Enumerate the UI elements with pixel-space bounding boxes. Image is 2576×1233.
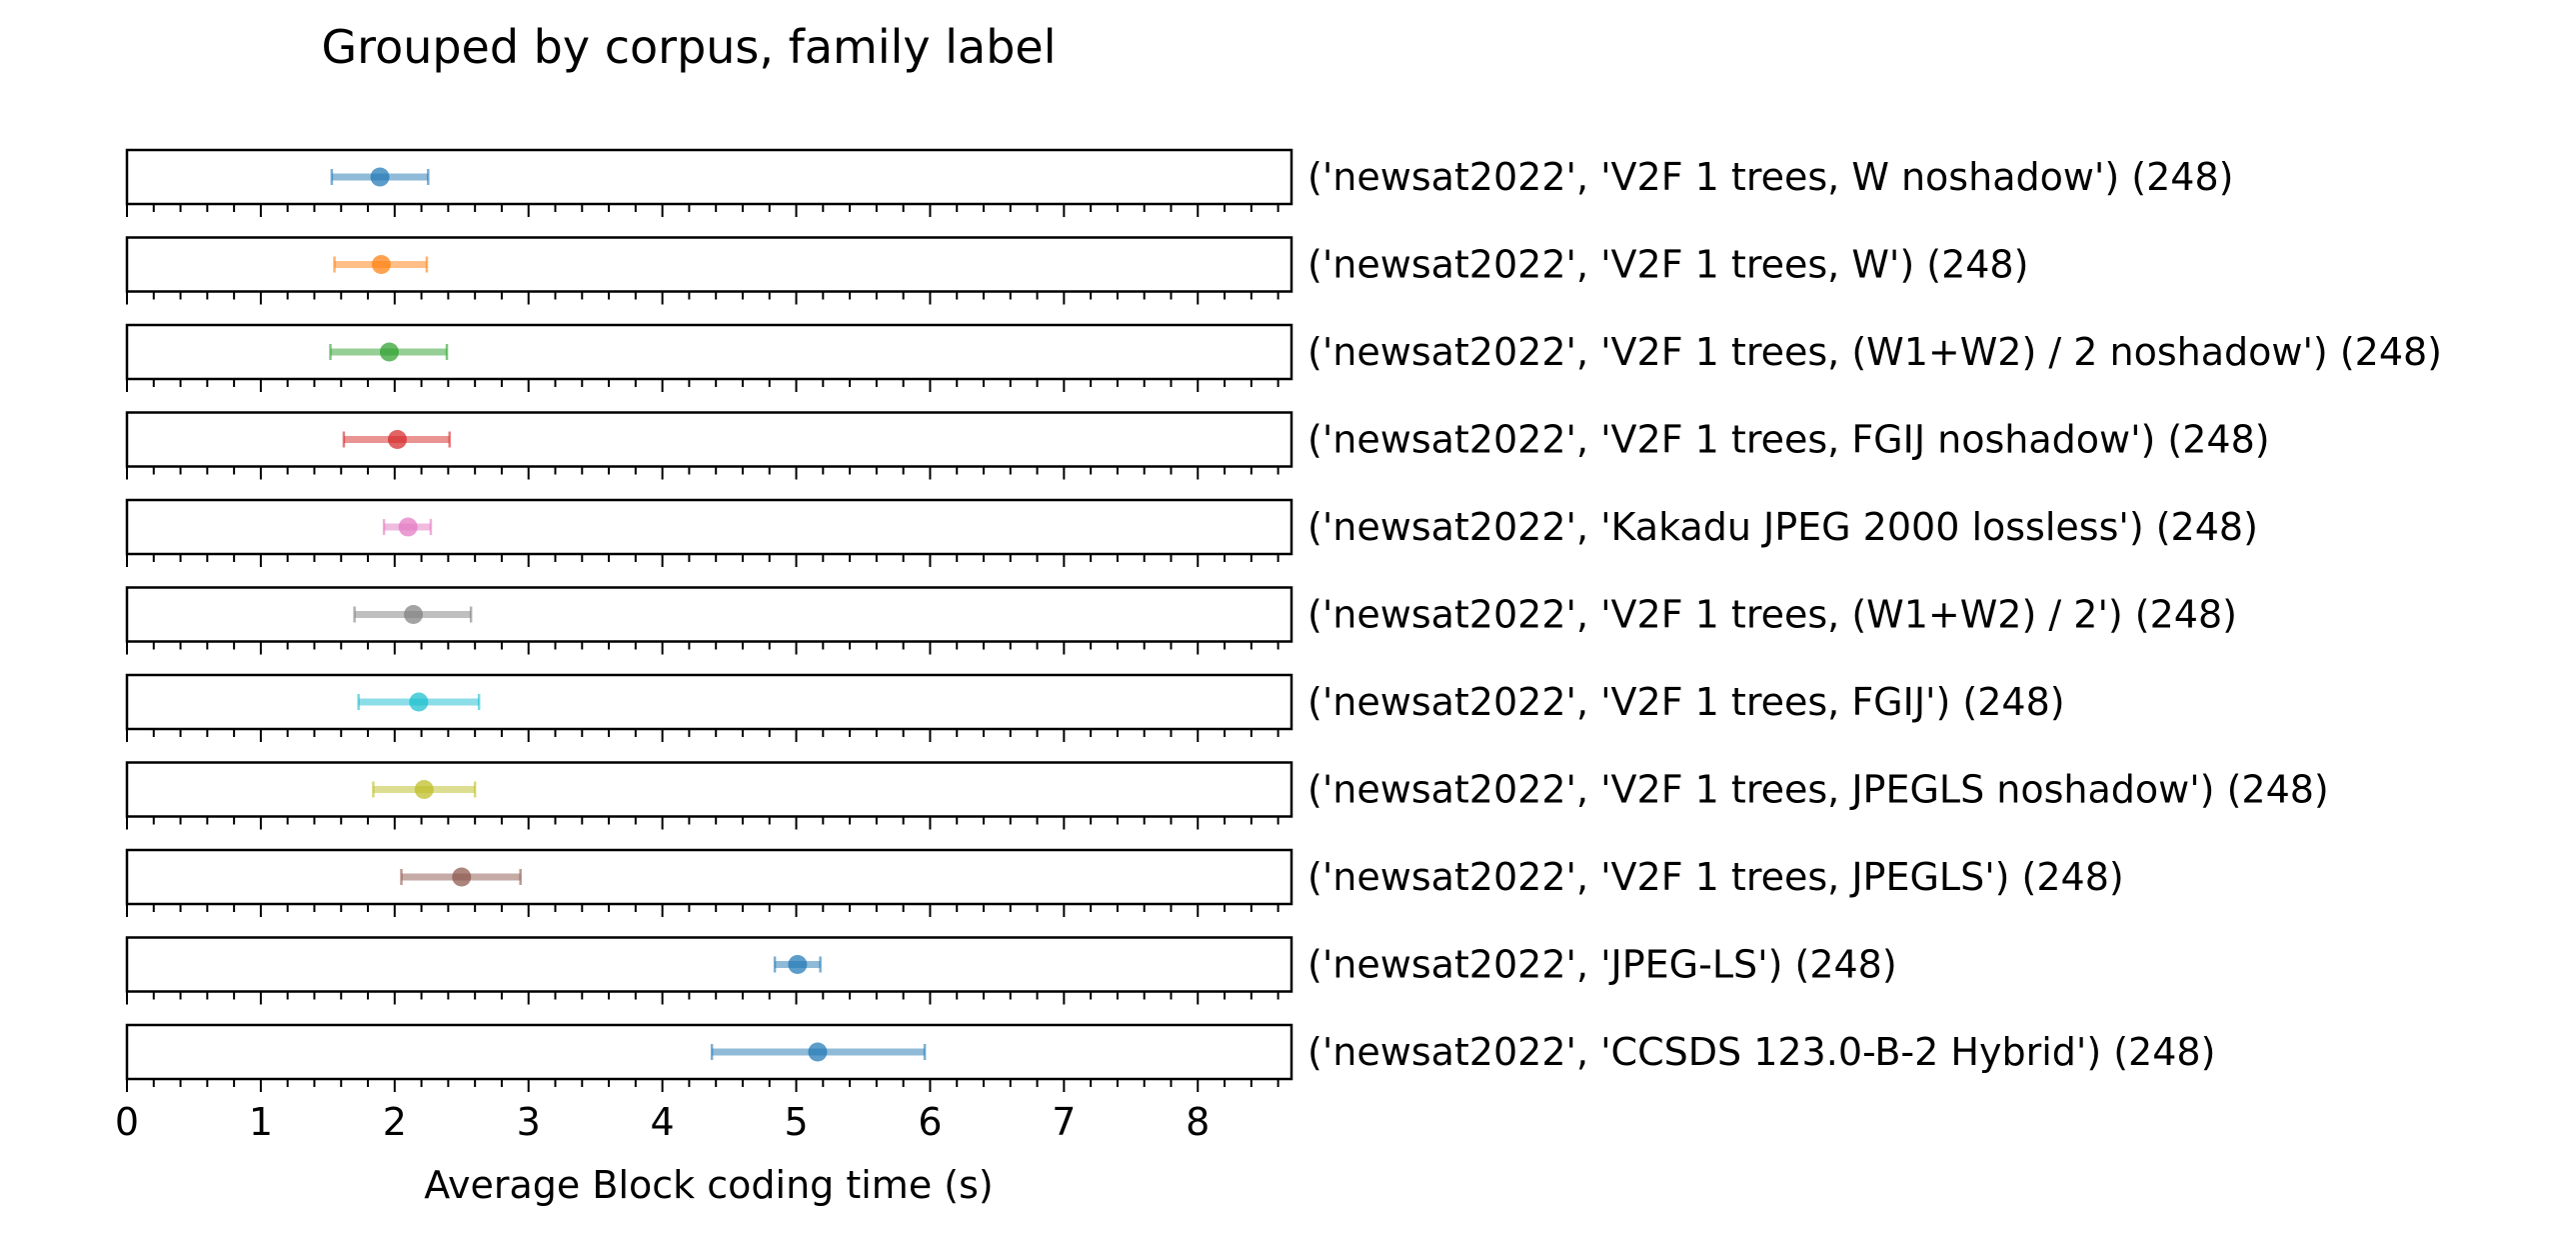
row-label: ('newsat2022', 'V2F 1 trees, W noshadow'… bbox=[1307, 155, 2233, 199]
x-tick-label: 1 bbox=[249, 1100, 273, 1144]
mean-point bbox=[404, 605, 424, 624]
row-label: ('newsat2022', 'V2F 1 trees, (W1+W2) / 2… bbox=[1307, 593, 2237, 637]
x-tick-label: 3 bbox=[517, 1100, 541, 1144]
mean-point bbox=[808, 1042, 828, 1062]
panel-frame bbox=[125, 498, 1293, 556]
row-panel: ('newsat2022', 'V2F 1 trees, W noshadow'… bbox=[125, 148, 2233, 217]
panel-frame bbox=[125, 323, 1293, 381]
row-label: ('newsat2022', 'V2F 1 trees, FGIJ') (248… bbox=[1307, 680, 2065, 724]
row-label: ('newsat2022', 'V2F 1 trees, W') (248) bbox=[1307, 243, 2028, 287]
x-tick-label: 0 bbox=[115, 1100, 139, 1144]
row-label: ('newsat2022', 'Kakadu JPEG 2000 lossles… bbox=[1307, 505, 2258, 549]
row-panel: ('newsat2022', 'V2F 1 trees, FGIJ') (248… bbox=[125, 673, 2065, 742]
row-panel: ('newsat2022', 'V2F 1 trees, FGIJ noshad… bbox=[125, 411, 2270, 480]
mean-point bbox=[414, 780, 434, 799]
panel-frame bbox=[125, 411, 1293, 468]
row-panel: ('newsat2022', 'V2F 1 trees, (W1+W2) / 2… bbox=[125, 323, 2442, 392]
x-axis: 0 1 2 3 4 5 6 7 8 bbox=[115, 1100, 1210, 1144]
row-label: ('newsat2022', 'V2F 1 trees, FGIJ noshad… bbox=[1307, 418, 2270, 462]
row-panel: ('newsat2022', 'Kakadu JPEG 2000 lossles… bbox=[125, 498, 2258, 567]
x-tick-label: 7 bbox=[1052, 1100, 1076, 1144]
mean-point bbox=[370, 167, 390, 187]
x-axis-label: Average Block coding time (s) bbox=[424, 1163, 993, 1207]
mean-point bbox=[379, 342, 399, 362]
row-label: ('newsat2022', 'V2F 1 trees, JPEGLS nosh… bbox=[1307, 768, 2329, 812]
row-panel: ('newsat2022', 'V2F 1 trees, (W1+W2) / 2… bbox=[125, 586, 2237, 655]
x-tick-label: 8 bbox=[1186, 1100, 1210, 1144]
chart-title: Grouped by corpus, family label bbox=[322, 20, 1057, 74]
mean-point bbox=[452, 867, 472, 887]
panel-frame bbox=[125, 236, 1293, 293]
panel-frame bbox=[125, 1023, 1293, 1081]
mean-point bbox=[409, 692, 429, 712]
x-tick-label: 4 bbox=[651, 1100, 675, 1144]
row-label: ('newsat2022', 'JPEG-LS') (248) bbox=[1307, 943, 1897, 987]
row-label: ('newsat2022', 'V2F 1 trees, JPEGLS') (2… bbox=[1307, 855, 2124, 899]
panel-frame bbox=[125, 761, 1293, 818]
row-label: ('newsat2022', 'V2F 1 trees, (W1+W2) / 2… bbox=[1307, 330, 2442, 374]
row-panel: ('newsat2022', 'JPEG-LS') (248) bbox=[125, 936, 1897, 1005]
panel-frame bbox=[125, 148, 1293, 206]
mean-point bbox=[371, 255, 391, 274]
row-panel: ('newsat2022', 'CCSDS 123.0-B-2 Hybrid')… bbox=[125, 1023, 2215, 1092]
chart-panels: ('newsat2022', 'V2F 1 trees, W noshadow'… bbox=[125, 148, 2442, 1092]
row-panel: ('newsat2022', 'V2F 1 trees, JPEGLS nosh… bbox=[125, 761, 2329, 830]
panel-frame bbox=[125, 673, 1293, 731]
mean-point bbox=[387, 430, 407, 449]
row-panel: ('newsat2022', 'V2F 1 trees, W') (248) bbox=[125, 236, 2028, 305]
mean-point bbox=[788, 955, 808, 974]
mean-point bbox=[398, 517, 418, 537]
row-panel: ('newsat2022', 'V2F 1 trees, JPEGLS') (2… bbox=[125, 848, 2124, 917]
panel-frame bbox=[125, 586, 1293, 643]
x-tick-label: 6 bbox=[918, 1100, 942, 1144]
panel-frame bbox=[125, 848, 1293, 906]
x-tick-label: 5 bbox=[784, 1100, 808, 1144]
panel-frame bbox=[125, 936, 1293, 993]
x-tick-label: 2 bbox=[383, 1100, 407, 1144]
row-label: ('newsat2022', 'CCSDS 123.0-B-2 Hybrid')… bbox=[1307, 1030, 2215, 1074]
